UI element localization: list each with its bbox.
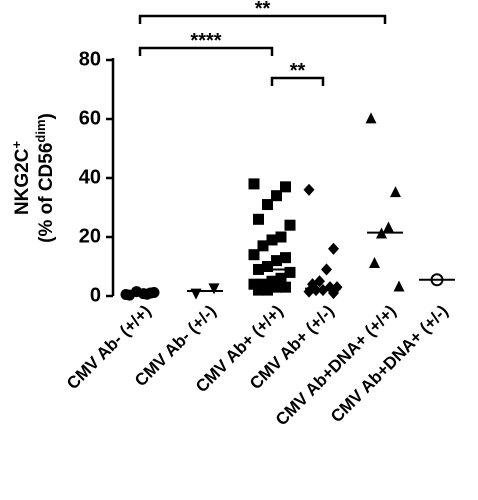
point <box>262 284 273 296</box>
point <box>271 281 282 293</box>
y-tick-label: 0 <box>90 284 101 306</box>
point <box>280 252 291 264</box>
point <box>262 199 273 211</box>
point <box>253 213 264 225</box>
point <box>275 272 287 284</box>
point <box>310 284 322 297</box>
y-axis-label: NKG2C+ <box>9 141 34 216</box>
point <box>208 283 220 295</box>
point <box>124 289 135 301</box>
point <box>266 275 278 287</box>
significance-bracket <box>138 46 274 56</box>
point <box>324 281 336 294</box>
y-tick-label: 20 <box>79 225 101 247</box>
significance-label: ** <box>290 60 306 82</box>
point <box>271 190 282 202</box>
y-label-main: (% of CD56 <box>36 143 57 243</box>
point <box>328 287 339 300</box>
significance-label: **** <box>190 30 221 52</box>
point <box>262 261 273 272</box>
point <box>369 256 380 268</box>
point <box>317 284 329 297</box>
point <box>266 234 278 246</box>
point <box>271 255 282 267</box>
y-tick-label: 60 <box>79 107 101 129</box>
point <box>280 181 291 193</box>
point <box>383 221 394 233</box>
y-label-main: NKG2C <box>12 148 33 215</box>
y-label-end: ) <box>36 113 57 119</box>
significance-bracket <box>270 76 325 86</box>
point <box>284 266 296 278</box>
point <box>303 285 315 298</box>
point <box>253 284 264 296</box>
y-tick-label: 80 <box>79 48 101 70</box>
point <box>275 231 287 243</box>
point <box>280 281 291 293</box>
significance-label: ** <box>255 0 271 20</box>
significance-bracket <box>138 14 387 24</box>
point <box>248 278 260 290</box>
point <box>257 278 269 290</box>
point <box>393 280 405 292</box>
point <box>248 178 260 190</box>
y-tick-label: 40 <box>79 166 101 188</box>
y-label-sup: dim <box>33 119 48 142</box>
point <box>248 249 260 261</box>
y-axis-label-2: (% of CD56dim) <box>33 113 58 243</box>
point <box>303 183 315 196</box>
point <box>365 112 377 124</box>
point <box>257 240 269 252</box>
point <box>331 281 343 294</box>
point <box>321 263 332 276</box>
point <box>328 242 339 255</box>
y-label-sup: + <box>9 141 24 149</box>
point <box>284 219 296 231</box>
point <box>390 186 401 198</box>
